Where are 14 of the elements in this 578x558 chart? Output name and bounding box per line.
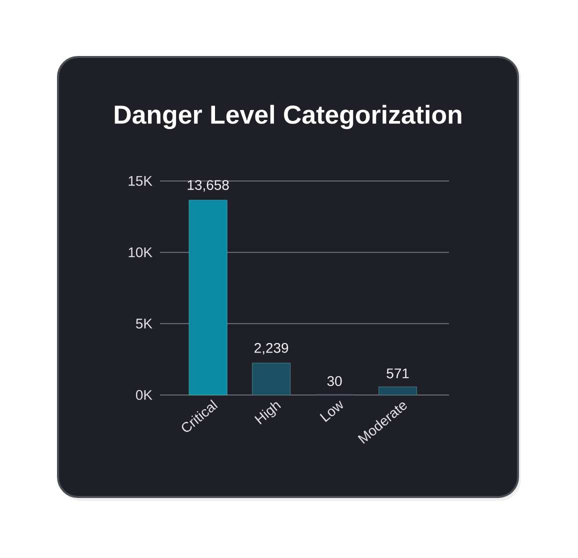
bar	[188, 200, 228, 396]
y-tick-label: 5K	[136, 318, 152, 329]
data-label: 30	[327, 376, 342, 386]
data-label: 13,658	[188, 180, 229, 192]
y-tick-label: 0K	[136, 390, 152, 400]
data-label: 2,239	[254, 342, 288, 355]
x-tick-label: High	[254, 402, 282, 424]
y-tick-label: 15K	[128, 176, 152, 186]
data-label: 571	[386, 368, 409, 378]
y-tick-label: 10K	[128, 247, 152, 258]
bar	[378, 386, 418, 396]
bar	[252, 362, 291, 396]
x-tick-label: Low	[320, 400, 344, 422]
chart-title: Danger Level Categorization	[114, 104, 462, 130]
